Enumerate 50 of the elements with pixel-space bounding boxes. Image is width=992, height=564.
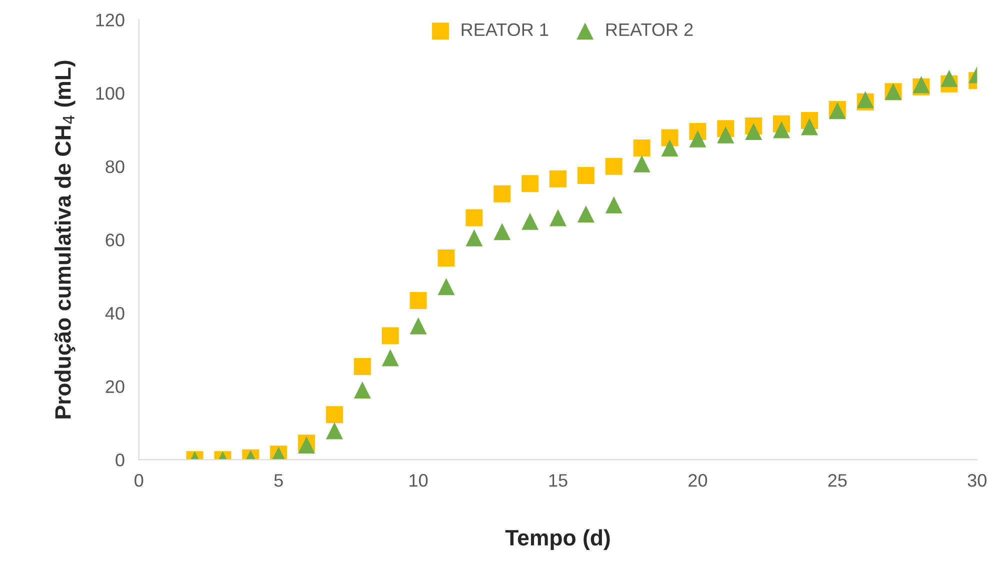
legend-label: REATOR 2: [606, 23, 693, 36]
x-tick-label: 0: [134, 474, 144, 487]
y-tick-label: 100: [96, 86, 124, 100]
point: [410, 292, 427, 310]
point: [522, 175, 539, 192]
point: [633, 155, 650, 172]
point: [661, 140, 678, 157]
point: [438, 250, 455, 267]
point: [689, 130, 706, 148]
point: [605, 196, 622, 214]
point: [745, 123, 762, 140]
point: [940, 70, 958, 87]
point: [382, 349, 399, 366]
point: [494, 185, 511, 202]
point: [605, 158, 622, 175]
point: [577, 167, 594, 184]
point: [382, 327, 399, 344]
y-tick-label: 20: [106, 380, 124, 394]
y-tick-label: 40: [105, 306, 124, 320]
point: [354, 358, 371, 376]
x-tick-label: 10: [410, 474, 428, 487]
point: [522, 212, 539, 230]
x-tick-label: 30: [968, 474, 986, 487]
point: [633, 140, 650, 157]
x-tick-label: 15: [549, 474, 568, 487]
point: [326, 406, 343, 424]
legend-label: REATOR 1: [462, 23, 548, 36]
point: [354, 382, 371, 399]
point: [549, 209, 567, 226]
x-tick-label: 20: [688, 474, 708, 487]
point: [717, 126, 734, 144]
y-tick-label: 80: [106, 160, 124, 174]
y-axis-title: Produção cumulativa de CH$_{4}$ (mL): [54, 60, 76, 418]
point: [577, 206, 594, 223]
point: [466, 229, 483, 246]
point: [494, 223, 511, 240]
x-axis-title: Tempo (d): [505, 529, 610, 550]
point: [549, 170, 567, 188]
point: [773, 121, 790, 138]
point: [438, 278, 455, 296]
y-tick-label: 60: [106, 234, 124, 246]
point: [661, 129, 678, 146]
point: [466, 209, 483, 226]
point: [326, 422, 343, 440]
y-tick-label: 0: [116, 454, 124, 466]
point: [410, 317, 427, 334]
point: [800, 118, 818, 136]
x-tick-label: 5: [274, 474, 283, 487]
y-tick-label: 120: [96, 14, 124, 26]
x-tick-label: 25: [828, 474, 847, 487]
